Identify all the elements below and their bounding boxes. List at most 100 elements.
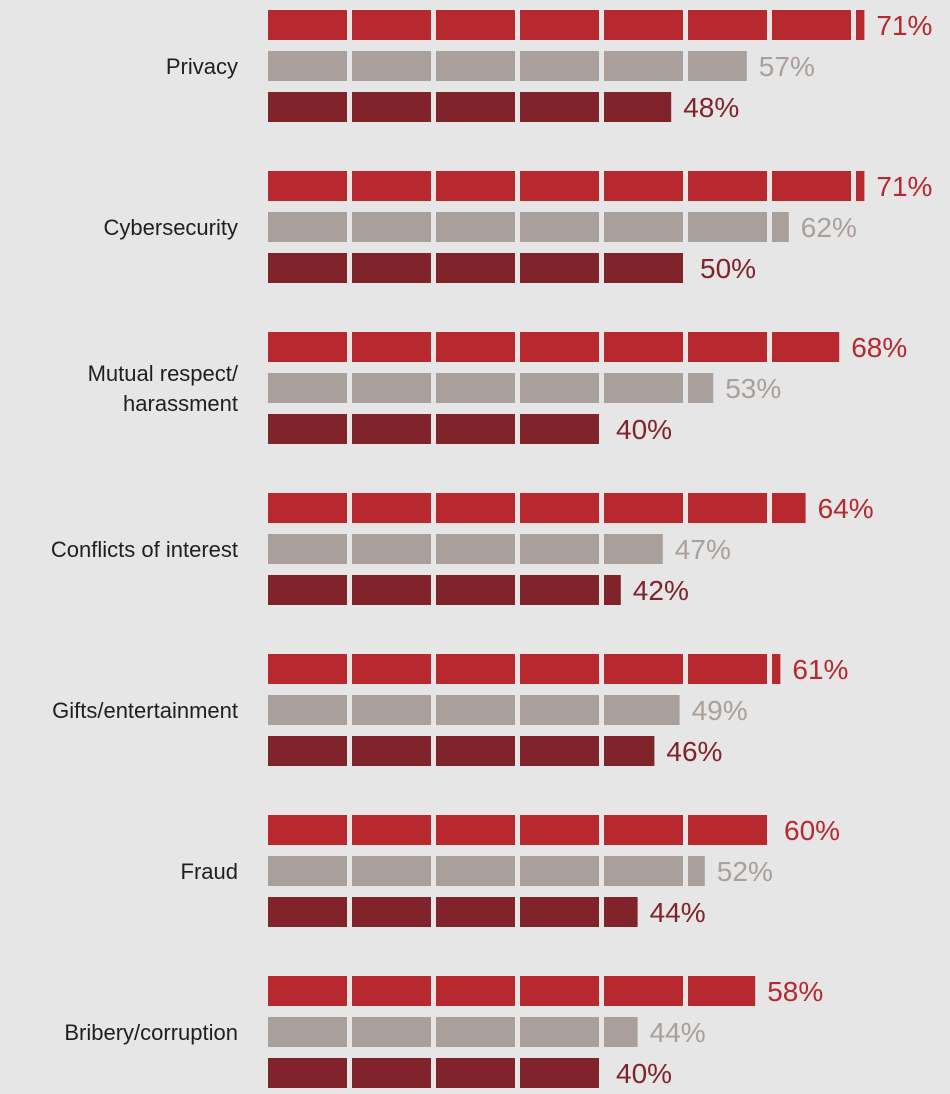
bar-segment: [688, 171, 767, 201]
category-group: Fraud 60% 52% 44%: [181, 815, 840, 928]
bar-segment: [268, 897, 347, 927]
category-label: Privacy: [166, 54, 238, 79]
bar: 71%: [268, 10, 932, 41]
bar-segment: [268, 10, 347, 40]
bar-segment: [436, 171, 515, 201]
bar: 40%: [268, 1058, 672, 1089]
value-label: 47%: [675, 534, 731, 565]
bar-segment: [268, 414, 347, 444]
bar-segment: [520, 1017, 599, 1047]
bar-segment: [604, 253, 683, 283]
bar-segment: [604, 976, 683, 1006]
bar-segment: [604, 92, 672, 122]
bar-segment: [856, 171, 865, 201]
bar-segment: [604, 736, 655, 766]
bar: 53%: [268, 373, 781, 404]
bar-segment: [604, 171, 683, 201]
bar-segment: [688, 373, 714, 403]
bar-segment: [520, 575, 599, 605]
bar-segment: [436, 212, 515, 242]
bar-segment: [520, 976, 599, 1006]
value-label: 46%: [666, 736, 722, 767]
bar-segment: [604, 212, 683, 242]
value-label: 71%: [876, 10, 932, 41]
bar-segment: [604, 493, 683, 523]
category-group: Cybersecurity 71% 62% 50%: [104, 171, 932, 284]
bar-segment: [604, 856, 683, 886]
bar-segment: [604, 373, 683, 403]
bar-segment: [352, 976, 431, 1006]
bar-segment: [520, 654, 599, 684]
value-label: 40%: [616, 1058, 672, 1089]
bar-segment: [268, 815, 347, 845]
bar-segment: [352, 1017, 431, 1047]
category-label: Conflicts of interest: [51, 537, 238, 562]
bar: 52%: [268, 856, 773, 887]
bar-segment: [436, 695, 515, 725]
value-label: 61%: [792, 654, 848, 685]
bar-segment: [520, 92, 599, 122]
bar: 64%: [268, 493, 874, 524]
category-group: Privacy 71% 57% 48%: [166, 10, 932, 123]
bar: 60%: [268, 815, 840, 846]
bar: 68%: [268, 332, 907, 363]
bar-segment: [352, 695, 431, 725]
bar-segment: [352, 51, 431, 81]
bar-segment: [436, 1017, 515, 1047]
value-label: 52%: [717, 856, 773, 887]
bar-segment: [772, 493, 806, 523]
bar: 71%: [268, 171, 932, 202]
bar-segment: [436, 10, 515, 40]
bar-segment: [688, 51, 747, 81]
bar-segment: [604, 10, 683, 40]
value-label: 50%: [700, 253, 756, 284]
category-label: Bribery/corruption: [64, 1020, 238, 1045]
value-label: 57%: [759, 51, 815, 82]
bar: 50%: [268, 253, 756, 284]
category-group: Conflicts of interest 64% 47% 42%: [51, 493, 874, 606]
bar-segment: [436, 534, 515, 564]
bar-segment: [688, 332, 767, 362]
bar-segment: [520, 373, 599, 403]
bar-segment: [352, 897, 431, 927]
bar-segment: [352, 253, 431, 283]
bar-segment: [352, 332, 431, 362]
bar: 42%: [268, 575, 689, 606]
bar-segment: [520, 171, 599, 201]
category-label: Mutual respect/harassment: [88, 361, 239, 416]
bar-segment: [436, 856, 515, 886]
bar-segment: [688, 654, 767, 684]
value-label: 48%: [683, 92, 739, 123]
value-label: 71%: [876, 171, 932, 202]
bar-segment: [268, 212, 347, 242]
bar-segment: [436, 253, 515, 283]
value-label: 62%: [801, 212, 857, 243]
category-label: Fraud: [181, 859, 238, 884]
bar-segment: [352, 414, 431, 444]
bar-segment: [772, 10, 851, 40]
bar-segment: [520, 1058, 599, 1088]
bar-segment: [520, 253, 599, 283]
bar-segment: [520, 332, 599, 362]
bar: 57%: [268, 51, 815, 82]
bar: 44%: [268, 897, 706, 928]
bar-segment: [352, 493, 431, 523]
bar-segment: [268, 373, 347, 403]
bar-segment: [688, 856, 705, 886]
bar-segment: [268, 534, 347, 564]
bar: 58%: [268, 976, 823, 1007]
bar-segment: [352, 171, 431, 201]
bar-segment: [268, 332, 347, 362]
value-label: 68%: [851, 332, 907, 363]
bar-segment: [436, 1058, 515, 1088]
bar-segment: [688, 815, 767, 845]
bar-segment: [352, 575, 431, 605]
bar: 40%: [268, 414, 672, 445]
bar-segment: [604, 332, 683, 362]
bar-segment: [436, 493, 515, 523]
category-group: Gifts/entertainment 61% 49% 46%: [52, 654, 848, 767]
bar-segment: [352, 212, 431, 242]
category-group: Mutual respect/harassment 68% 53% 40%: [88, 332, 907, 445]
bar-segment: [436, 654, 515, 684]
